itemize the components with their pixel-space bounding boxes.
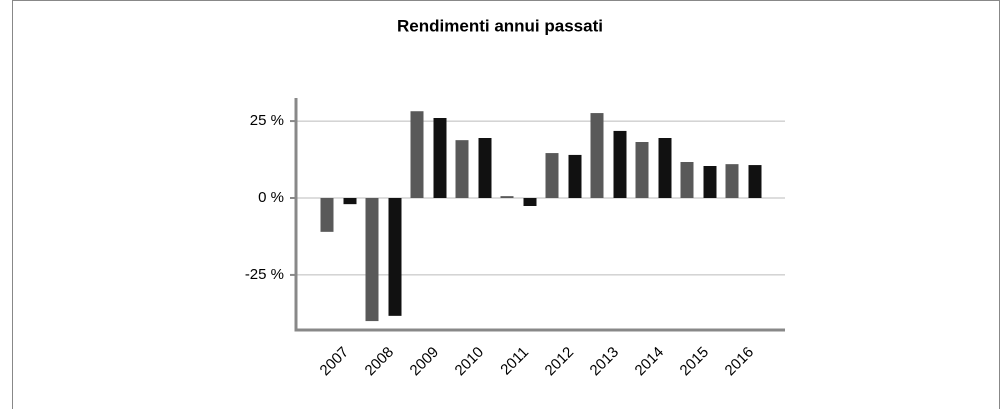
bar (703, 166, 717, 198)
y-tick-label: -25 % (245, 266, 284, 283)
bar (365, 198, 379, 322)
chart-title: Rendimenti annui passati (397, 16, 603, 35)
bar (343, 198, 357, 205)
bar (613, 130, 627, 198)
bar (455, 140, 469, 198)
y-tick-label: 0 % (258, 189, 284, 206)
bar (500, 196, 514, 198)
y-tick-label: 25 % (250, 112, 284, 129)
bar (388, 198, 402, 316)
bar (478, 138, 492, 198)
bar (680, 162, 694, 198)
bar (748, 165, 762, 198)
bar (725, 164, 739, 198)
bar (590, 113, 604, 198)
bar (635, 142, 649, 198)
bar (568, 154, 582, 198)
chart-frame (12, 0, 1000, 409)
bar (320, 198, 334, 232)
bar (658, 138, 672, 198)
bar (545, 153, 559, 198)
bar (410, 111, 424, 198)
bar (433, 118, 447, 198)
bar (523, 198, 537, 206)
